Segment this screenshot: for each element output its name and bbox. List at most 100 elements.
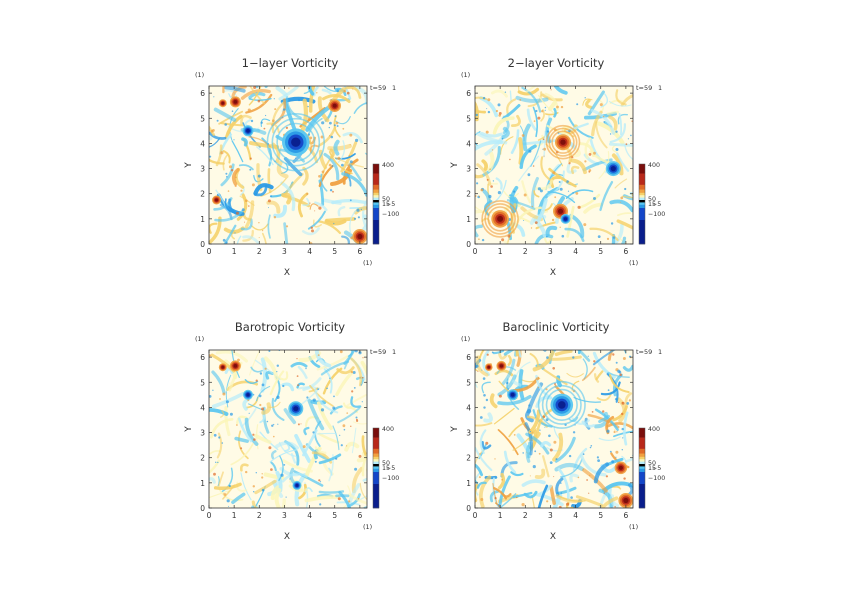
vorticity-speck xyxy=(501,479,503,481)
vorticity-speck xyxy=(226,176,228,178)
panel-title: 2−layer Vorticity xyxy=(508,56,605,70)
vorticity-speck xyxy=(551,89,552,90)
y-tick-label: 2 xyxy=(200,190,205,199)
vorticity-speck xyxy=(584,160,586,162)
vorticity-speck xyxy=(268,199,271,202)
vorticity-speck xyxy=(524,194,527,197)
vorticity-speck xyxy=(347,164,349,166)
vorticity-speck xyxy=(505,92,506,93)
vorticity-speck xyxy=(264,128,266,130)
vorticity-speck xyxy=(483,377,486,380)
x-axis-label: X xyxy=(284,532,290,542)
vorticity-speck xyxy=(559,181,561,183)
vorticity-speck xyxy=(343,424,346,427)
y-tick-label: 3 xyxy=(200,429,205,438)
vorticity-speck xyxy=(211,130,214,133)
vorticity-speck xyxy=(276,396,279,399)
vorticity-speck xyxy=(604,493,605,494)
vorticity-speck xyxy=(539,453,541,455)
colorbar-band xyxy=(373,195,379,198)
vorticity-speck xyxy=(538,387,539,388)
vorticity-speck xyxy=(359,455,362,458)
vorticity-speck xyxy=(501,238,504,241)
vorticity-speck xyxy=(483,97,485,99)
vorticity-speck xyxy=(614,506,615,507)
vorticity-speck xyxy=(544,156,545,157)
time-label: t=59 xyxy=(636,348,652,356)
vorticity-speck xyxy=(576,103,578,105)
y-tick-label: 0 xyxy=(466,504,471,513)
vorticity-speck xyxy=(535,110,537,112)
vorticity-speck xyxy=(312,431,314,433)
colorbar-band xyxy=(639,449,645,454)
vorticity-speck xyxy=(482,239,484,241)
vorticity-speck xyxy=(611,222,613,224)
vorticity-speck xyxy=(252,183,255,186)
vorticity-speck xyxy=(483,406,485,408)
colorbar-band xyxy=(373,202,379,205)
vortex-core xyxy=(291,138,300,147)
vorticity-speck xyxy=(528,173,531,176)
x-tick-label: 4 xyxy=(307,247,312,256)
colorbar-band xyxy=(639,466,645,469)
vorticity-speck xyxy=(219,398,221,400)
vorticity-speck xyxy=(623,477,625,479)
vorticity-speck xyxy=(339,435,340,436)
vorticity-speck xyxy=(250,158,252,160)
vorticity-speck xyxy=(588,356,589,357)
vorticity-speck xyxy=(273,424,274,425)
vorticity-speck xyxy=(593,360,595,362)
vorticity-speck xyxy=(519,99,521,101)
vorticity-speck xyxy=(570,496,573,499)
vorticity-speck xyxy=(361,384,362,385)
vorticity-speck xyxy=(253,485,255,487)
vorticity-speck xyxy=(560,188,563,191)
vorticity-speck xyxy=(213,96,214,97)
vorticity-speck xyxy=(261,476,263,478)
vorticity-field xyxy=(465,63,643,257)
vorticity-speck xyxy=(217,462,218,463)
vorticity-speck xyxy=(354,468,357,471)
vorticity-speck xyxy=(335,115,337,117)
vorticity-speck xyxy=(362,357,363,358)
vorticity-filament xyxy=(608,112,618,114)
vorticity-speck xyxy=(498,191,501,194)
colorbar-band xyxy=(639,454,645,458)
vorticity-speck xyxy=(288,88,289,89)
vorticity-speck xyxy=(553,476,554,477)
vorticity-speck xyxy=(597,459,600,462)
vorticity-speck xyxy=(280,474,283,477)
vorticity-speck xyxy=(245,471,247,473)
vorticity-field xyxy=(462,328,651,526)
vorticity-speck xyxy=(318,175,321,178)
vorticity-speck xyxy=(552,219,554,221)
vorticity-speck xyxy=(556,458,558,460)
vortex-core xyxy=(246,129,250,133)
vorticity-speck xyxy=(568,162,570,164)
y-tick-label: 0 xyxy=(200,240,205,249)
time-unit: 1 xyxy=(658,84,662,92)
colorbar-band xyxy=(639,198,645,201)
colorbar-label-bottom: −100 xyxy=(648,475,665,482)
vorticity-speck xyxy=(259,395,262,398)
time-unit: 1 xyxy=(392,84,396,92)
vorticity-speck xyxy=(614,431,616,433)
vorticity-speck xyxy=(513,191,515,193)
vorticity-speck xyxy=(622,428,624,430)
vortex-core xyxy=(623,498,628,503)
y-tick-label: 5 xyxy=(466,114,471,123)
colorbar-band xyxy=(373,164,379,174)
vorticity-speck xyxy=(546,236,548,238)
vorticity-speck xyxy=(253,491,254,492)
x-unit-label: (1) xyxy=(629,259,638,267)
vorticity-filament xyxy=(309,77,313,94)
vorticity-speck xyxy=(356,419,358,421)
vorticity-speck xyxy=(354,218,356,220)
vorticity-speck xyxy=(561,492,563,494)
y-tick-label: 5 xyxy=(200,114,205,123)
colorbar-band xyxy=(639,193,645,196)
x-unit-label: (1) xyxy=(363,523,372,531)
vorticity-speck xyxy=(318,479,320,481)
vorticity-speck xyxy=(222,442,224,444)
vorticity-speck xyxy=(528,150,531,153)
